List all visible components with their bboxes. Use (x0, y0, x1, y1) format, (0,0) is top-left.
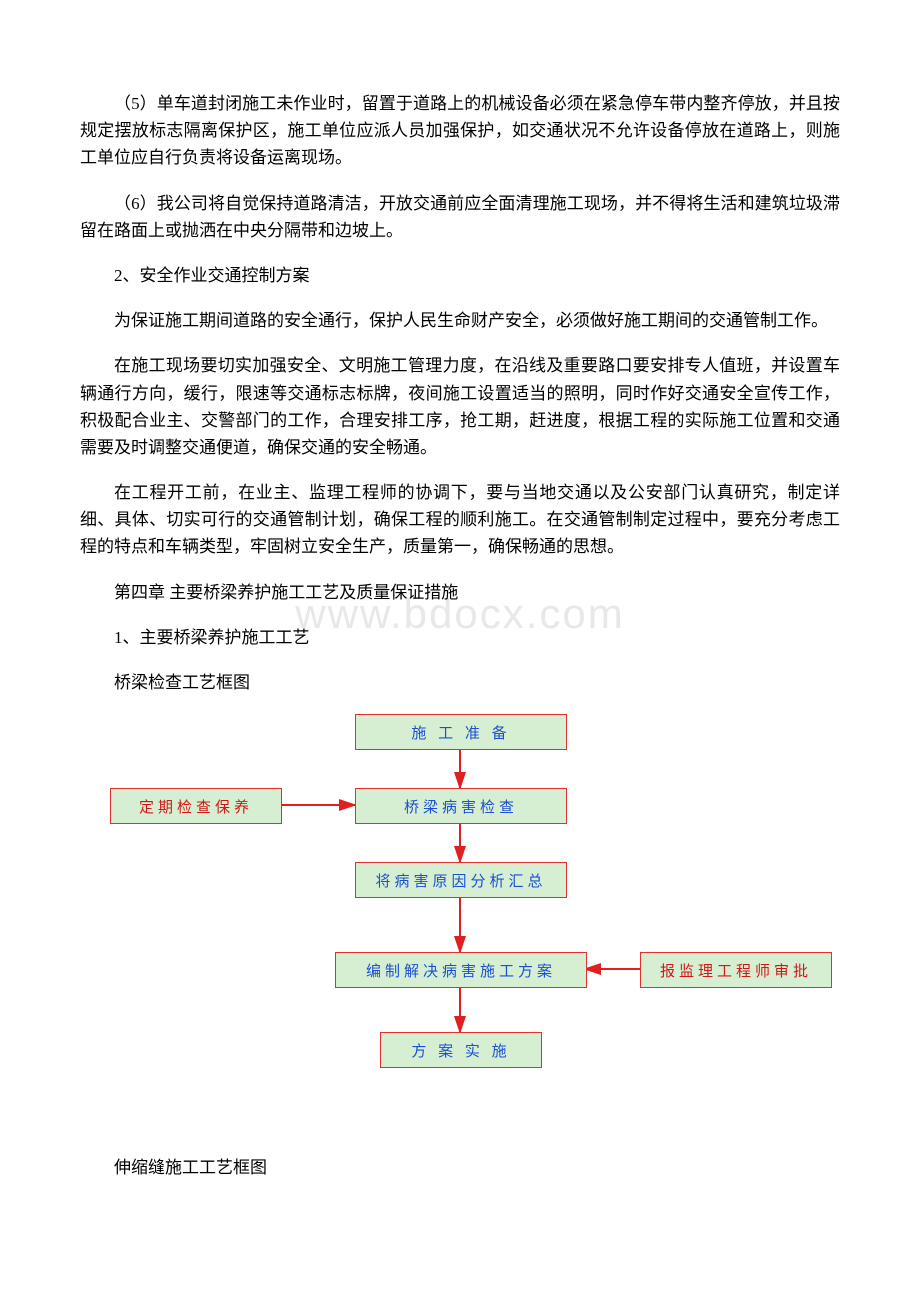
flowchart-node: 编制解决病害施工方案 (335, 952, 587, 988)
figure-title: 伸缩缝施工工艺框图 (80, 1154, 840, 1181)
paragraph: （5）单车道封闭施工未作业时，留置于道路上的机械设备必须在紧急停车带内整齐停放，… (80, 90, 840, 172)
flowchart-node: 报监理工程师审批 (640, 952, 832, 988)
flowchart-node: 桥梁病害检查 (355, 788, 567, 824)
section-heading: 2、安全作业交通控制方案 (80, 262, 840, 289)
paragraph: 在施工现场要切实加强安全、文明施工管理力度，在沿线及重要路口要安排专人值班，并设… (80, 352, 840, 461)
chapter-heading: 第四章 主要桥梁养护施工工艺及质量保证措施 (80, 579, 840, 606)
paragraph: 为保证施工期间道路的安全通行，保护人民生命财产安全，必须做好施工期间的交通管制工… (80, 307, 840, 334)
flowchart-node: 施 工 准 备 (355, 714, 567, 750)
paragraph: （6）我公司将自觉保持道路清洁，开放交通前应全面清理施工现场，并不得将生活和建筑… (80, 190, 840, 244)
flowchart-node: 定期检查保养 (110, 788, 282, 824)
flowchart-bridge-inspection: 施 工 准 备桥梁病害检查将病害原因分析汇总编制解决病害施工方案方 案 实 施 定… (80, 714, 840, 1114)
figure-title: 桥梁检查工艺框图 (80, 669, 840, 696)
document-body: （5）单车道封闭施工未作业时，留置于道路上的机械设备必须在紧急停车带内整齐停放，… (80, 90, 840, 1181)
paragraph: 在工程开工前，在业主、监理工程师的协调下，要与当地交通以及公安部门认真研究，制定… (80, 479, 840, 561)
flowchart-node: 将病害原因分析汇总 (355, 862, 567, 898)
section-heading: 1、主要桥梁养护施工工艺 (80, 624, 840, 651)
flowchart-node: 方 案 实 施 (380, 1032, 542, 1068)
